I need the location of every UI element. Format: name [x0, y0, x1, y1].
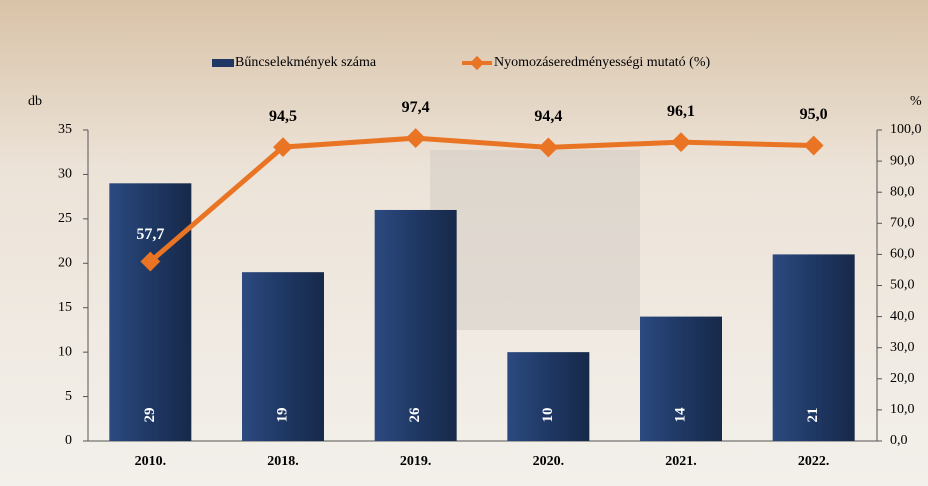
line-value-label: 94,5: [269, 108, 297, 125]
y-tick-label: 20: [58, 256, 72, 271]
bar: [109, 183, 191, 441]
bar-value-label: 29: [142, 408, 158, 423]
y2-tick-label: 60,0: [890, 247, 915, 262]
x-tick-label: 2020.: [533, 454, 565, 469]
x-tick-label: 2019.: [400, 454, 432, 469]
line-value-label: 95,0: [800, 106, 828, 123]
y-tick-label: 15: [58, 300, 72, 315]
y2-axis-label: %: [910, 94, 922, 109]
line-value-label: 97,4: [402, 99, 430, 116]
y2-tick-label: 20,0: [890, 371, 915, 386]
bar: [507, 352, 589, 441]
y2-tick-label: 40,0: [890, 309, 915, 324]
bar: [375, 210, 457, 441]
line-value-label: 57,7: [136, 226, 164, 243]
y-tick-label: 25: [58, 211, 72, 226]
bar-value-label: 19: [274, 408, 290, 423]
y2-tick-label: 90,0: [890, 153, 915, 168]
y2-tick-label: 80,0: [890, 184, 915, 199]
x-tick-label: 2021.: [665, 454, 697, 469]
line-value-label: 96,1: [667, 103, 695, 120]
x-tick-label: 2018.: [267, 454, 299, 469]
y2-tick-label: 70,0: [890, 216, 915, 231]
y-tick-label: 10: [58, 344, 72, 359]
bar-value-label: 14: [672, 407, 688, 423]
bar-value-label: 10: [540, 408, 556, 423]
y2-tick-label: 10,0: [890, 402, 915, 417]
y2-tick-label: 0,0: [890, 433, 908, 448]
y-tick-label: 5: [65, 389, 72, 404]
bar-value-label: 21: [805, 408, 821, 423]
line-value-label: 94,4: [534, 108, 562, 125]
chart: 0 5 10 15 20 25 30 35 0,0 10,0 20,0 30,0 40,0 50,0 60,…: [0, 0, 928, 486]
legend-label: Bűncselekmények száma: [235, 55, 377, 70]
y2-tick-label: 30,0: [890, 340, 915, 355]
y-tick-label: 35: [58, 122, 72, 137]
background-building: [430, 150, 640, 330]
x-tick-label: 2010.: [135, 454, 167, 469]
y-tick-label: 0: [65, 433, 72, 448]
x-tick-label: 2022.: [798, 454, 830, 469]
y2-tick-label: 100,0: [890, 122, 922, 137]
y-axis-label: db: [28, 94, 42, 109]
legend-swatch: [212, 59, 234, 67]
y2-tick-label: 50,0: [890, 278, 915, 293]
y-tick-label: 30: [58, 167, 72, 182]
bar-value-label: 26: [407, 407, 423, 423]
legend-label: Nyomozáseredményességi mutató (%): [494, 55, 710, 70]
